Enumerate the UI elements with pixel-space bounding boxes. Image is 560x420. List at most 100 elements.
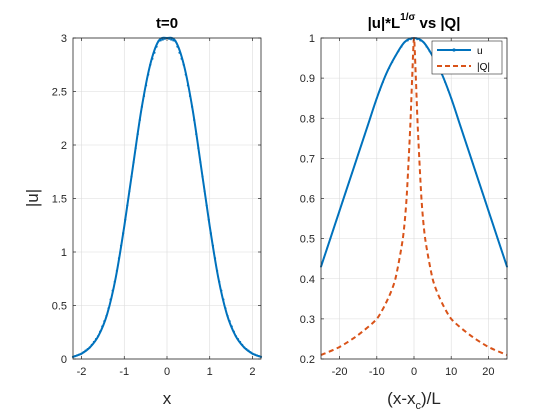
right-data-point [453,106,456,109]
right-data-point [397,50,400,53]
left-data-point [136,132,139,136]
right-x-tick-label: 0 [411,366,417,378]
right-data-point [410,38,412,41]
left-data-point [180,57,183,60]
left-x-tick-label: 0 [164,366,170,378]
left-data-point [199,161,202,164]
right-data-point [490,219,493,221]
left-data-point [153,51,156,54]
left-data-point [109,298,112,301]
left-data-point [216,269,219,272]
left-data-point [138,118,141,122]
right-data-point [428,50,431,53]
right-x-tick-label: 20 [482,366,494,378]
right-data-point [499,247,502,249]
left-data-point [201,175,204,178]
left-data-point [174,40,177,43]
right-data-point [385,73,387,76]
left-data-point [211,244,215,247]
left-data-point [161,38,164,41]
right-plot-panel: -20 -10 0 10 20 0.2 0.3 0.4 0.5 0.6 0.7 0.8 0.9 1 |u|… [300,12,508,412]
left-data-point [124,218,127,221]
left-data-point [119,244,123,247]
left-data-point [82,351,85,354]
left-data-point [253,353,256,356]
right-title-superscript: 1/σ [400,12,415,23]
left-data-point [128,189,131,193]
left-data-point [176,45,179,48]
right-y-tick-label: 0.6 [300,194,315,206]
left-data-point [236,338,240,341]
left-data-point [228,320,231,323]
left-data-point [99,330,102,333]
right-title-main: |u|*L [368,15,401,32]
left-data-point [145,84,148,87]
right-data-point [481,190,484,193]
right-y-tick-label: 0.3 [300,314,315,326]
left-data-point [222,298,225,301]
left-data-point [159,39,162,42]
right-data-point [329,237,332,240]
right-y-tick-label: 1 [309,33,315,45]
left-y-tick-label: 2 [61,140,67,152]
right-xlabel-tail: )/L [421,389,441,408]
left-data-point [86,347,89,351]
left-x-tick-label: -1 [119,366,129,378]
legend-marker-u [452,48,456,52]
left-x-axis-label: x [163,389,172,408]
left-data-point [205,204,208,207]
left-data-point [251,352,254,355]
left-data-point [96,335,100,338]
right-data-point [338,209,341,212]
left-data-point [239,340,242,344]
right-data-point [475,172,477,174]
left-data-point [113,280,116,283]
right-data-point [444,81,446,84]
left-data-point [142,94,146,98]
right-data-point [493,228,496,231]
right-data-point [379,89,381,92]
left-data-point [172,39,175,42]
right-y-tick-label: 0.4 [300,274,315,286]
right-data-point [450,97,453,100]
legend-label-u: u [477,46,483,57]
left-data-point [245,347,248,351]
left-data-point [218,280,221,283]
right-data-point [425,45,428,48]
left-y-tick-label: 0 [61,354,67,366]
left-data-point [101,325,104,328]
right-data-point [332,228,335,231]
left-data-point [155,45,158,48]
right-y-tick-label: 0.5 [300,234,315,246]
left-data-point [190,105,194,108]
right-data-point [459,125,462,128]
right-y-tick-label: 0.7 [300,153,315,165]
left-data-point [78,353,81,356]
left-data-point [149,63,152,66]
left-data-point [111,289,114,292]
right-data-point [462,134,465,137]
right-data-point [388,67,391,69]
left-data-point [134,147,137,150]
right-data-point [348,181,350,184]
left-data-point [94,338,98,341]
right-data-point [465,144,468,146]
left-y-tick-label: 1.5 [52,194,67,206]
right-data-point [468,153,471,156]
legend-label-q: |Q| [477,62,490,73]
left-data-point [209,232,212,235]
left-data-point [157,40,160,43]
left-data-point [117,257,121,260]
left-data-point [193,118,196,122]
left-data-point [184,73,187,76]
right-data-point [496,237,499,240]
left-data-point [178,51,181,54]
right-x-tick-label: 10 [445,366,457,378]
left-data-point [257,354,261,358]
left-data-point [92,340,95,344]
right-data-point [326,247,329,249]
left-data-point [107,307,110,310]
left-data-point [84,349,87,352]
left-data-point [76,354,79,357]
right-x-axis-label: (x-xc)/L [387,389,441,412]
